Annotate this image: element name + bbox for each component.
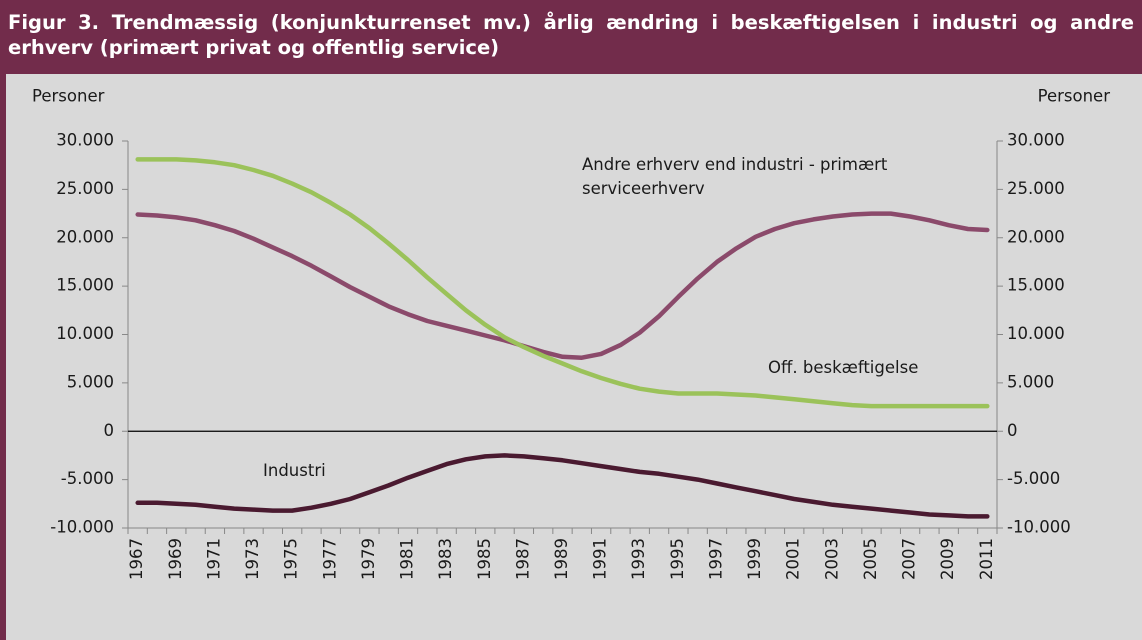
y-axis-title: Personer bbox=[32, 87, 105, 106]
y2-tick-label: -10.000 bbox=[1007, 518, 1071, 537]
x-tick-label: 2003 bbox=[822, 538, 841, 580]
x-tick-label: 2005 bbox=[861, 538, 880, 580]
x-tick-label: 1977 bbox=[320, 538, 339, 580]
x-tick-label: 2011 bbox=[977, 538, 996, 580]
y-tick-label: 30.000 bbox=[56, 131, 114, 150]
y-tick-label: 20.000 bbox=[56, 227, 114, 246]
x-tick-label: 1981 bbox=[398, 538, 417, 580]
y-tick-label: 0 bbox=[104, 421, 115, 440]
x-tick-label: 1985 bbox=[475, 538, 494, 580]
x-tick-label: 1997 bbox=[706, 538, 725, 580]
y2-tick-label: 30.000 bbox=[1007, 131, 1065, 150]
series-line bbox=[135, 211, 990, 360]
y2-axis-title: Personer bbox=[1038, 87, 1111, 106]
x-tick-label: 1969 bbox=[166, 538, 185, 580]
x-tick-label: 1973 bbox=[243, 538, 262, 580]
series-line bbox=[135, 453, 990, 519]
series-line bbox=[135, 157, 990, 409]
x-tick-label: 2009 bbox=[938, 538, 957, 580]
series-label: Off. beskæftigelse bbox=[768, 358, 919, 377]
y-tick-label: 15.000 bbox=[56, 276, 114, 295]
x-tick-label: 1967 bbox=[127, 538, 146, 580]
y-tick-label: 5.000 bbox=[67, 372, 114, 391]
y2-tick-label: 5.000 bbox=[1007, 372, 1054, 391]
y-tick-label: -5.000 bbox=[61, 469, 114, 488]
y2-tick-label: 20.000 bbox=[1007, 227, 1065, 246]
x-tick-label: 1987 bbox=[513, 538, 532, 580]
x-tick-label: 1975 bbox=[282, 538, 301, 580]
series-label: Industri bbox=[263, 461, 326, 480]
chart-title: Figur 3. Trendmæssig (konjunkturrenset m… bbox=[0, 0, 1142, 74]
x-tick-label: 2001 bbox=[784, 538, 803, 580]
x-tick-label: 1971 bbox=[204, 538, 223, 580]
x-tick-label: 1991 bbox=[591, 538, 610, 580]
x-tick-label: 1999 bbox=[745, 538, 764, 580]
y2-tick-label: 25.000 bbox=[1007, 179, 1065, 198]
x-tick-label: 1993 bbox=[629, 538, 648, 580]
y-tick-label: -10.000 bbox=[50, 518, 114, 537]
series-label: Andre erhverv end industri - primært ser… bbox=[582, 155, 888, 198]
y2-tick-label: 15.000 bbox=[1007, 276, 1065, 295]
y-tick-label: 25.000 bbox=[56, 179, 114, 198]
frame-strip bbox=[0, 74, 6, 640]
x-tick-label: 1979 bbox=[359, 538, 378, 580]
x-tick-label: 1983 bbox=[436, 538, 455, 580]
x-tick-label: 1989 bbox=[552, 538, 571, 580]
x-tick-label: 1995 bbox=[668, 538, 687, 580]
y2-tick-label: -5.000 bbox=[1007, 469, 1060, 488]
y2-tick-label: 0 bbox=[1007, 421, 1018, 440]
y-tick-label: 10.000 bbox=[56, 324, 114, 343]
y2-tick-label: 10.000 bbox=[1007, 324, 1065, 343]
x-tick-label: 2007 bbox=[900, 538, 919, 580]
